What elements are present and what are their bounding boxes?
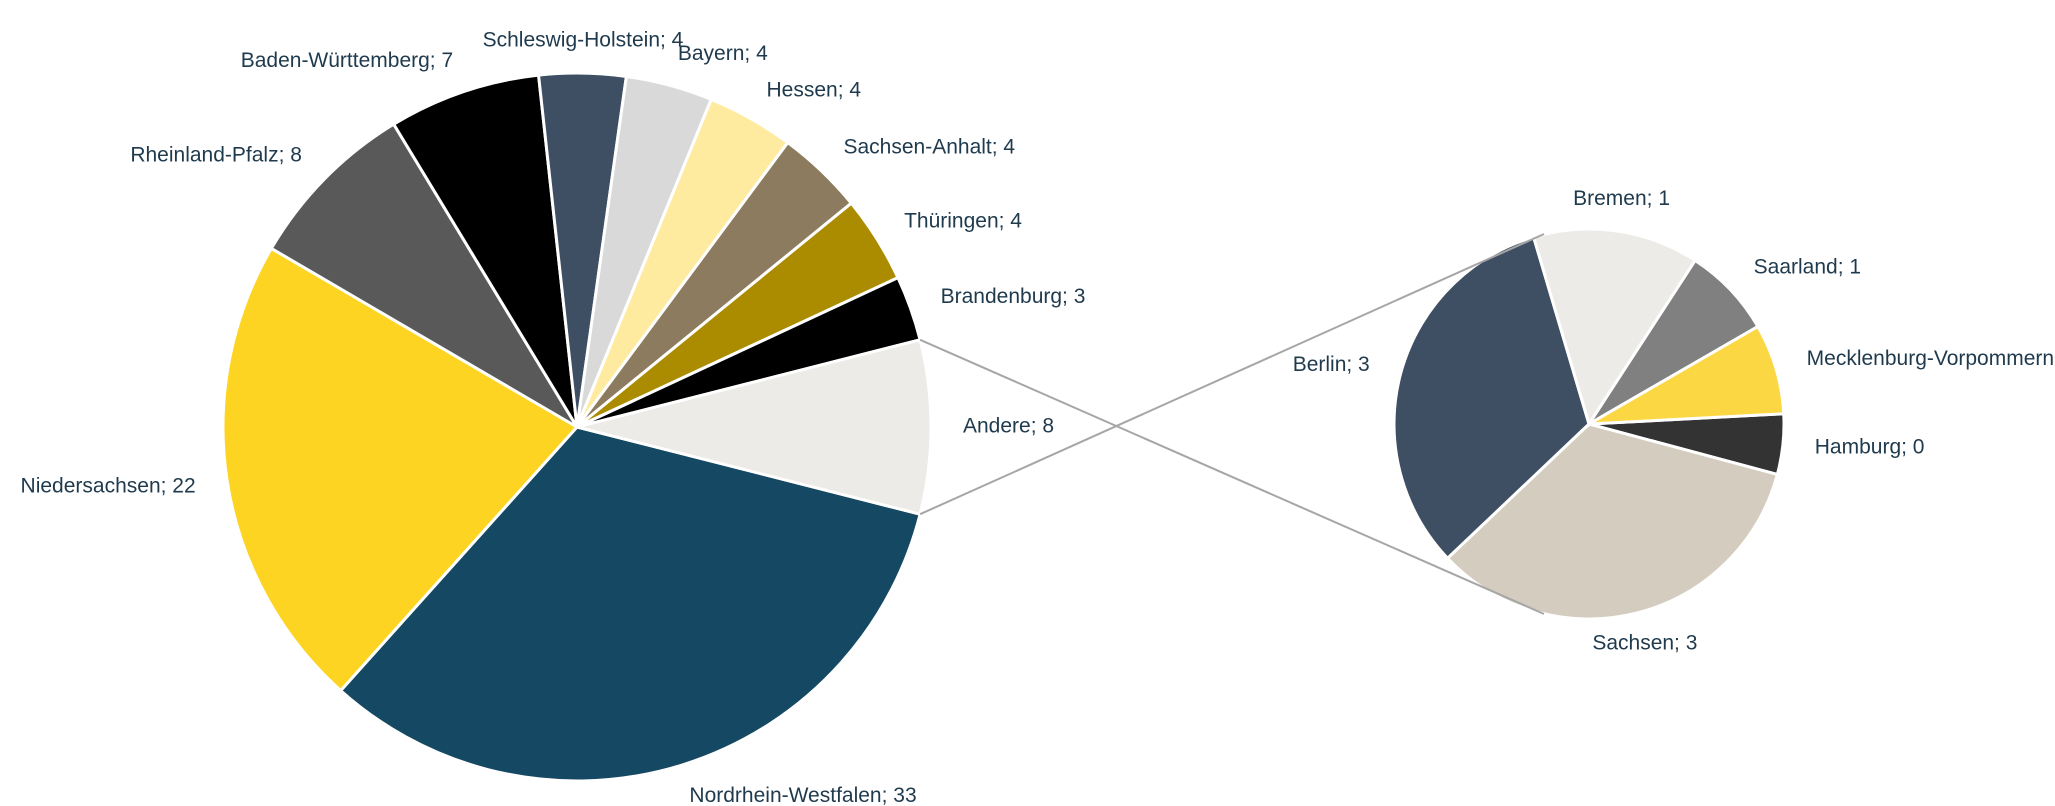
data-label: Andere; 8 (963, 415, 1054, 438)
pie-slice (338, 425, 922, 783)
data-label: Bayern; 4 (678, 42, 768, 65)
data-label: Rheinland-Pfalz; 8 (130, 144, 302, 167)
pie-slice (1531, 227, 1698, 428)
data-label: Bremen; 1 (1573, 187, 1670, 210)
pie-slice (576, 337, 933, 517)
data-label: Hamburg; 0 (1815, 435, 1925, 458)
data-label: Sachsen-Anhalt; 4 (844, 135, 1016, 158)
pie-slice (1392, 235, 1591, 561)
data-label: Niedersachsen; 22 (21, 474, 196, 497)
pie-slice (391, 73, 579, 428)
data-label: Sachsen; 3 (1592, 632, 1697, 655)
pie-slice (221, 246, 580, 693)
data-label: Mecklenburg-Vorpommern; 1 (1807, 347, 2055, 370)
data-label: Nordrhein-Westfalen; 33 (689, 784, 916, 806)
pie-slice (1588, 324, 1786, 426)
data-label: Hessen; 4 (767, 78, 862, 101)
data-label: Berlin; 3 (1293, 353, 1370, 376)
data-label: Saarland; 1 (1754, 255, 1861, 278)
pie-slice (269, 122, 579, 429)
data-label: Thüringen; 4 (904, 210, 1022, 233)
data-label: Baden-Württemberg; 7 (241, 49, 453, 72)
pie-slice (1445, 422, 1780, 621)
connector-line (919, 338, 1545, 615)
connector-line (919, 233, 1545, 516)
data-label: Schleswig-Holstein; 4 (483, 29, 684, 52)
data-label: Brandenburg; 3 (941, 285, 1086, 308)
